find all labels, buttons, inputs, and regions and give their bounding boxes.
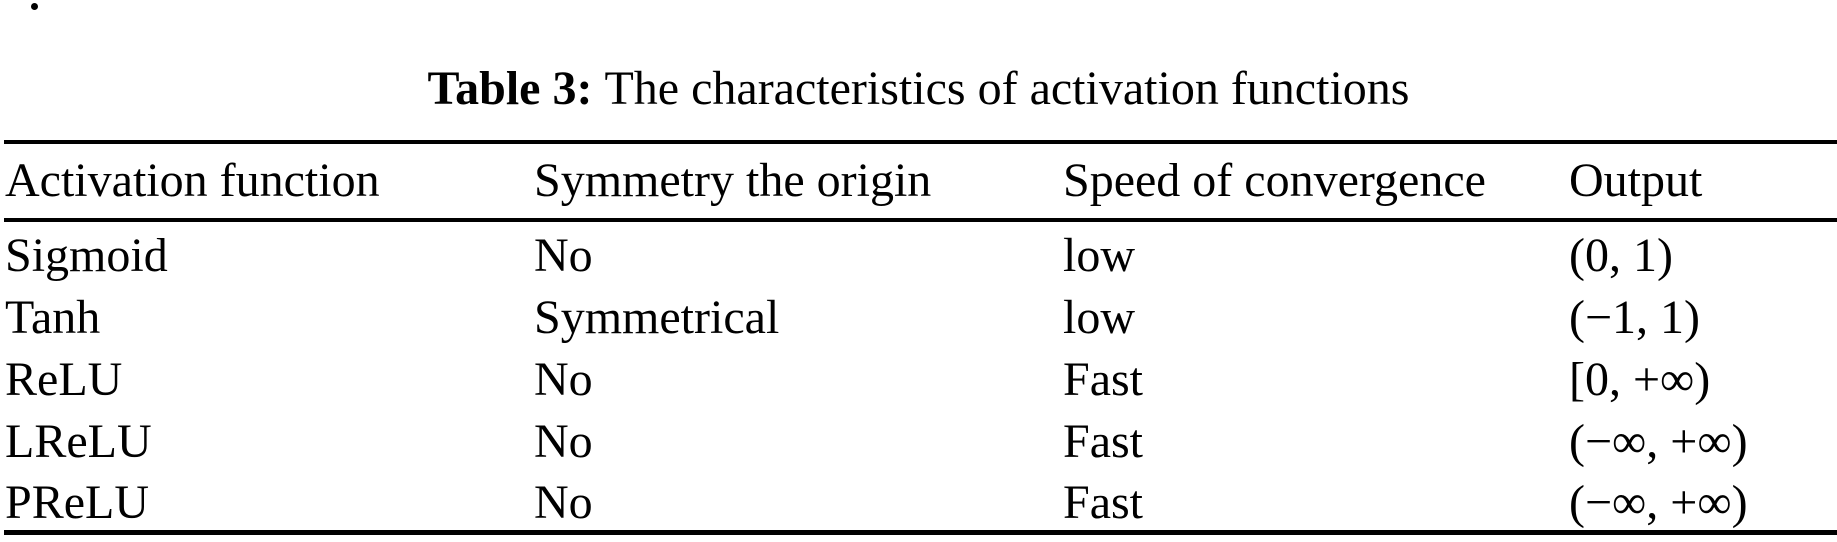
cell-speed-of-convergence: Fast [1063,414,1144,468]
cell-symmetry-origin: Symmetrical [534,290,780,344]
cell-speed-of-convergence: low [1063,290,1135,344]
cell-output: (0, 1) [1569,229,1673,282]
table-row: LReLU No Fast (−∞, +∞) [4,407,1837,469]
table-body: Sigmoid No low (0, 1) Tanh Symmetrical low (−1,… [4,220,1837,533]
column-header-output: Output [1568,142,1837,222]
column-header-speed-of-convergence: Speed of convergence [1062,142,1568,222]
cell-output: (−∞, +∞) [1569,414,1748,468]
cell-activation-function: LReLU [5,414,152,468]
cell-output: (−1, 1) [1569,290,1701,344]
stray-period-mark: . [31,3,38,10]
cell-speed-of-convergence: Fast [1063,352,1144,406]
cell-activation-function: Tanh [5,290,101,344]
cell-symmetry-origin: No [534,414,593,468]
cell-output: (−∞, +∞) [1569,476,1748,529]
cell-symmetry-origin: No [534,476,593,529]
cell-output: [0, +∞) [1569,352,1711,406]
header-row: Activation function Symmetry the origin … [4,142,1837,222]
table-caption-text: The characteristics of activation functi… [604,62,1410,115]
activation-functions-table: Activation function Symmetry the origin … [4,140,1837,535]
cell-speed-of-convergence: Fast [1063,476,1144,529]
cell-symmetry-origin: No [534,229,593,282]
column-header-activation-function: Activation function [4,142,533,222]
table-caption-label: Table 3: [427,62,593,115]
cell-activation-function: Sigmoid [5,229,168,282]
table-caption: Table 3: The characteristics of activatio… [0,61,1837,116]
cell-activation-function: PReLU [5,476,149,529]
cell-speed-of-convergence: low [1063,229,1135,282]
cell-symmetry-origin: No [534,352,593,406]
column-header-symmetry-origin: Symmetry the origin [533,142,1062,222]
table-row: Sigmoid No low (0, 1) [4,220,1837,283]
table-row: PReLU No Fast (−∞, +∞) [4,469,1837,533]
table-row: ReLU No Fast [0, +∞) [4,345,1837,407]
table-row: Tanh Symmetrical low (−1, 1) [4,283,1837,345]
cell-activation-function: ReLU [5,352,123,406]
